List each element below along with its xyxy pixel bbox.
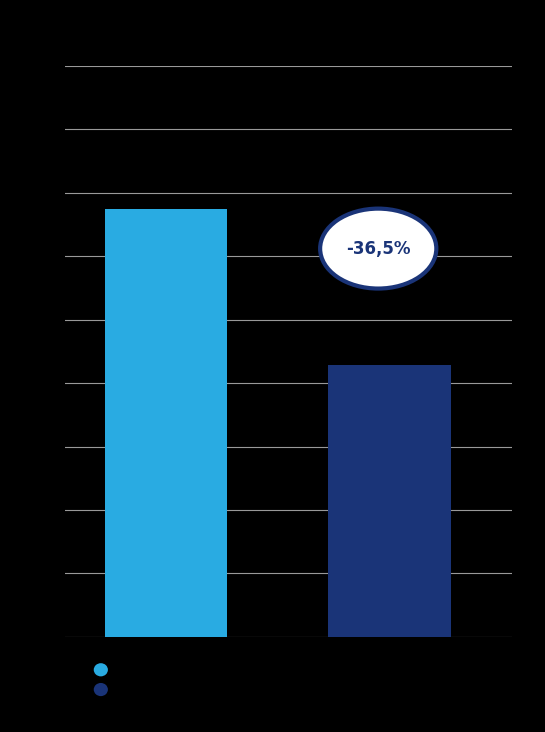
Text: -36,5%: -36,5%: [346, 239, 410, 258]
Bar: [105, 209, 227, 637]
Ellipse shape: [320, 209, 437, 288]
Bar: [328, 365, 451, 637]
